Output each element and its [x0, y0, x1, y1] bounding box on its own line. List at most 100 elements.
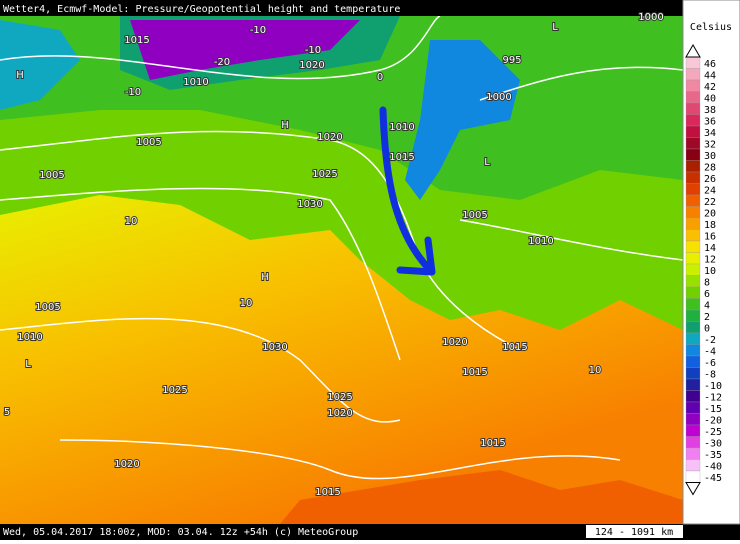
map-label: L: [552, 22, 558, 33]
legend-swatch: [685, 114, 701, 127]
legend-swatch: [685, 137, 701, 150]
legend-swatch: [685, 378, 701, 391]
legend-swatch: [685, 68, 701, 81]
legend-swatch: [685, 148, 701, 161]
legend-label: 6: [704, 289, 710, 300]
map-label: 1005: [35, 302, 60, 313]
legend-label: 10: [704, 266, 716, 277]
hot-area: [280, 470, 683, 524]
legend-label: 32: [704, 139, 716, 150]
legend-swatch: [685, 194, 701, 207]
map-label: 1015: [462, 367, 487, 378]
legend-arrow-top: [685, 44, 701, 58]
greenland-cold: [0, 20, 80, 110]
map-label: 1010: [528, 236, 553, 247]
legend-label: -35: [704, 450, 722, 461]
map-label: 1010: [183, 77, 208, 88]
map-label: -10: [250, 25, 266, 36]
map-label: 1015: [480, 438, 505, 449]
legend-label: 12: [704, 254, 716, 265]
legend-label: 0: [704, 323, 710, 334]
legend-swatch: [685, 424, 701, 437]
title-bar: [0, 0, 683, 16]
map-label: 1030: [297, 199, 322, 210]
map-label: 1005: [136, 137, 161, 148]
map-label: 995: [502, 55, 521, 66]
legend-swatch: [685, 252, 701, 265]
footer-text: Wed, 05.04.2017 18:00z, MOD: 03.04. 12z …: [3, 527, 358, 538]
map-label: 1005: [462, 210, 487, 221]
legend-swatch: [685, 401, 701, 414]
map-label: 1025: [327, 392, 352, 403]
map-label: H: [281, 120, 289, 131]
legend-arrow-bottom: [685, 482, 701, 496]
very-cold-area: [130, 20, 360, 80]
legend-label: 4: [704, 300, 710, 311]
map-label: 1030: [262, 342, 287, 353]
map-label: 1010: [389, 122, 414, 133]
map-label: -20: [214, 57, 230, 68]
legend-label: -40: [704, 461, 722, 472]
legend-label: 40: [704, 93, 716, 104]
isobars: [0, 15, 684, 480]
legend-swatch: [685, 286, 701, 299]
legend-label: -12: [704, 392, 722, 403]
legend-swatch: [685, 355, 701, 368]
map-label: 1020: [299, 60, 324, 71]
legend-swatch: [685, 413, 701, 426]
legend-label: 44: [704, 70, 716, 81]
legend-label: 26: [704, 174, 716, 185]
map-label: 1020: [327, 408, 352, 419]
scale-box: [586, 525, 683, 538]
legend-swatch: [685, 367, 701, 380]
legend-label: -20: [704, 415, 722, 426]
map-label: L: [484, 157, 490, 168]
map-label: 1020: [442, 337, 467, 348]
map-label: 1020: [114, 459, 139, 470]
legend-title: Celsius: [690, 22, 732, 33]
legend-label: 22: [704, 197, 716, 208]
title: Wetter4, Ecmwf-Model: Pressure/Geopotent…: [3, 4, 400, 15]
legend-swatch: [685, 217, 701, 230]
map-label: 1025: [312, 169, 337, 180]
map-label: L: [25, 359, 31, 370]
map-label: 5: [4, 407, 10, 418]
legend-swatch: [685, 171, 701, 184]
legend-swatch: [685, 321, 701, 334]
legend-label: -15: [704, 404, 722, 415]
map-label: 10: [125, 216, 138, 227]
legend-label: 42: [704, 82, 716, 93]
legend-swatch: [685, 240, 701, 253]
legend-label: 36: [704, 116, 716, 127]
legend-swatch: [685, 309, 701, 322]
legend-label: 38: [704, 105, 716, 116]
map-label: 10: [240, 298, 253, 309]
legend-swatch: [685, 229, 701, 242]
legend-label: -10: [704, 381, 722, 392]
map-label: 1015: [315, 487, 340, 498]
map-label: 1015: [502, 342, 527, 353]
legend-label: -2: [704, 335, 716, 346]
arrow: [379, 106, 436, 276]
legend-swatch: [685, 298, 701, 311]
legend-label: 20: [704, 208, 716, 219]
legend-swatch: [685, 206, 701, 219]
legend-label: 8: [704, 277, 710, 288]
legend-label: 28: [704, 162, 716, 173]
footer-bar: [0, 524, 740, 540]
legend-label: 2: [704, 312, 710, 323]
map-label: H: [16, 70, 24, 81]
map-label: 1000: [638, 12, 663, 23]
legend-label: 16: [704, 231, 716, 242]
legend-label: -45: [704, 473, 722, 484]
legend-swatch: [685, 390, 701, 403]
legend-label: 14: [704, 243, 716, 254]
legend-swatch: [685, 125, 701, 138]
legend-swatch: [685, 79, 701, 92]
legend-label: 30: [704, 151, 716, 162]
map-label: 1015: [124, 35, 149, 46]
legend-swatch: [685, 470, 701, 483]
legend-swatch: [685, 459, 701, 472]
